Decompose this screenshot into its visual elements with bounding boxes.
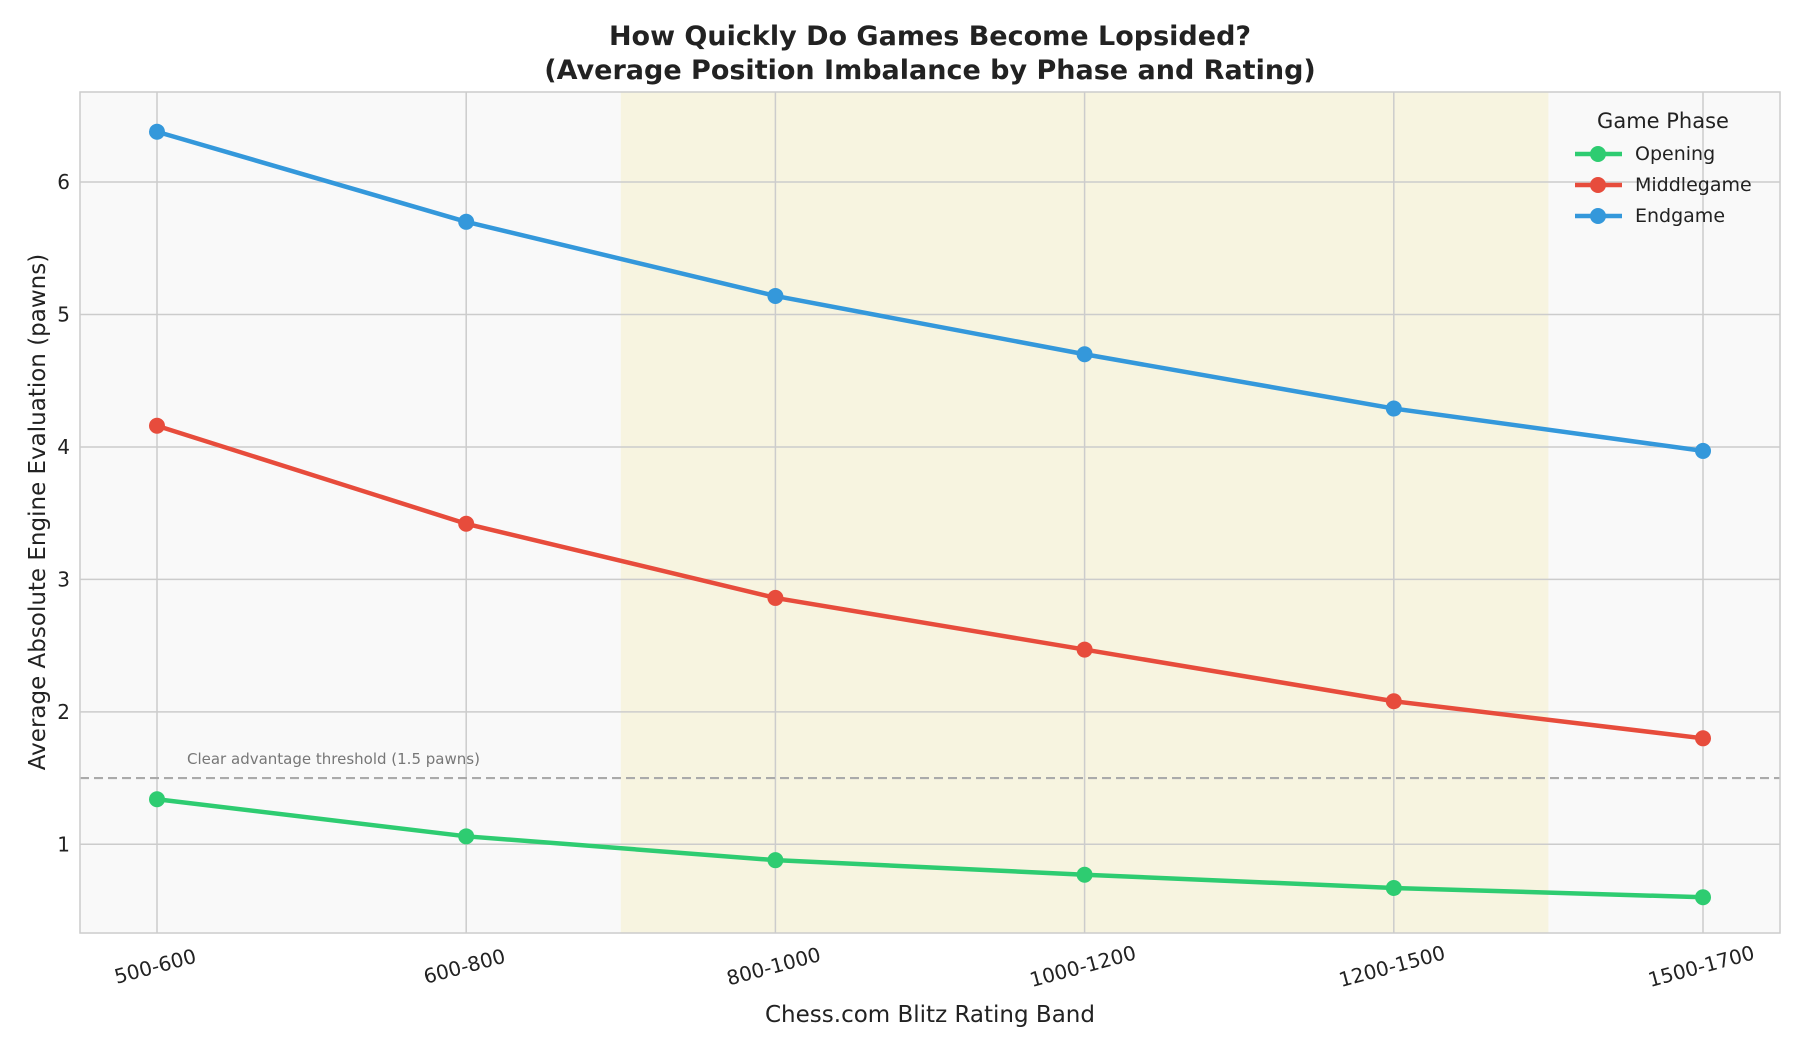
- data-point-opening: [458, 828, 475, 845]
- legend-label-endgame: Endgame: [1635, 205, 1725, 227]
- data-point-middlegame: [1385, 693, 1402, 710]
- threshold-label: Clear advantage threshold (1.5 pawns): [187, 750, 480, 768]
- chart-title-line2: (Average Position Imbalance by Phase and…: [544, 55, 1315, 86]
- data-point-middlegame: [149, 417, 165, 434]
- y-tick-label: 4: [57, 435, 70, 459]
- x-tick-label: 800-1000: [724, 942, 823, 990]
- series-line-middlegame: [156, 423, 1704, 741]
- data-point-middlegame: [1076, 641, 1093, 658]
- x-tick-label: 1200-1500: [1336, 941, 1448, 992]
- data-point-opening: [1076, 866, 1093, 883]
- data-point-endgame: [1695, 442, 1711, 459]
- data-point-opening: [149, 791, 165, 808]
- series-line-endgame: [156, 129, 1704, 454]
- data-point-endgame: [1076, 346, 1093, 363]
- data-point-opening: [1385, 879, 1402, 896]
- data-point-endgame: [767, 287, 784, 304]
- legend-marker-middlegame: [1590, 177, 1606, 193]
- data-point-endgame: [149, 123, 165, 140]
- legend-label-middlegame: Middlegame: [1635, 174, 1752, 196]
- data-point-middlegame: [1695, 730, 1711, 747]
- series-line-opening: [156, 797, 1704, 900]
- legend-marker-endgame: [1590, 208, 1606, 224]
- y-axis-label: Average Absolute Engine Evaluation (pawn…: [25, 254, 51, 770]
- y-tick-label: 1: [57, 832, 70, 856]
- data-point-middlegame: [458, 515, 475, 532]
- data-point-opening: [767, 852, 784, 869]
- chart-title-line1: How Quickly Do Games Become Lopsided?: [609, 21, 1251, 52]
- data-point-endgame: [1385, 400, 1402, 417]
- legend-marker-opening: [1590, 146, 1606, 162]
- plot-frame: [79, 91, 1781, 934]
- y-tick-label: 2: [57, 700, 70, 724]
- x-tick-label: 500-600: [112, 944, 199, 989]
- x-tick-label: 1000-1200: [1027, 941, 1139, 992]
- legend-label-opening: Opening: [1635, 143, 1715, 165]
- data-point-opening: [1695, 889, 1711, 906]
- y-tick-label: 6: [57, 170, 70, 194]
- x-axis-label: Chess.com Blitz Rating Band: [765, 1002, 1095, 1028]
- legend-title: Game Phase: [1597, 109, 1729, 133]
- x-tick-label: 600-800: [421, 944, 508, 989]
- y-tick-label: 5: [57, 303, 70, 327]
- data-point-middlegame: [767, 589, 784, 606]
- data-point-endgame: [458, 213, 475, 230]
- legend: Game Phase Opening Middlegame Endgame: [1575, 109, 1752, 227]
- x-tick-label: 1500-1700: [1645, 941, 1757, 992]
- y-tick-label: 3: [57, 567, 70, 591]
